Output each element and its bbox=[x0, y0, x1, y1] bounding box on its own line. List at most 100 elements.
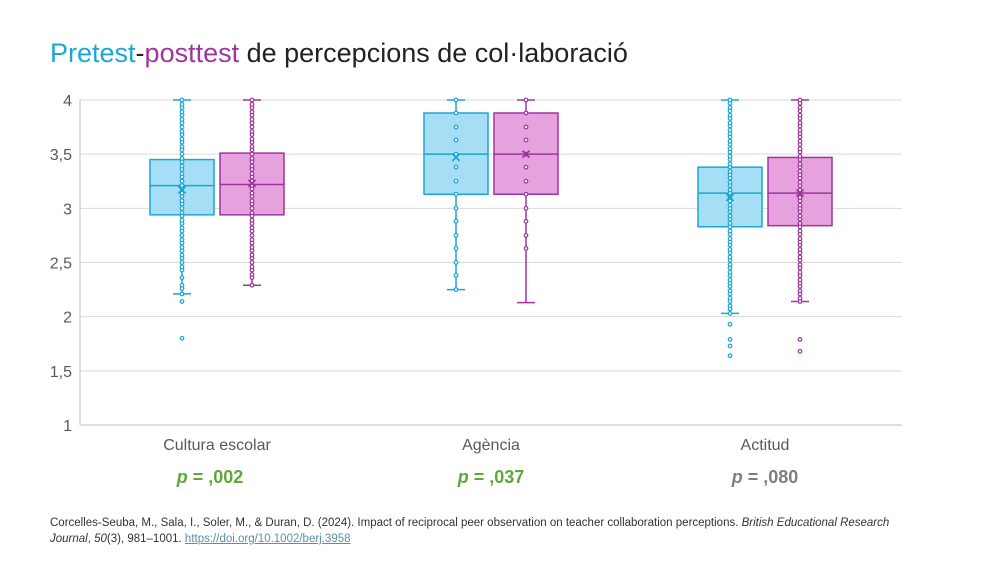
posttest-data-point bbox=[797, 202, 803, 208]
pretest-data-point bbox=[453, 233, 459, 238]
posttest-data-point bbox=[249, 205, 255, 211]
y-tick-label: 1,5 bbox=[50, 364, 72, 381]
pretest-data-point bbox=[179, 217, 185, 223]
posttest-data-point bbox=[797, 161, 803, 167]
pretest-data-point bbox=[453, 164, 459, 170]
posttest-data-point bbox=[797, 112, 803, 118]
pretest-data-point bbox=[179, 244, 185, 250]
pretest-data-point bbox=[179, 136, 185, 142]
pretest-data-point bbox=[453, 205, 459, 211]
posttest-data-point bbox=[249, 171, 255, 177]
x-category-label: Actitud bbox=[741, 437, 790, 454]
pretest-data-point bbox=[727, 254, 733, 260]
posttest-data-point bbox=[797, 127, 803, 133]
pretest-data-point bbox=[179, 101, 185, 107]
pretest-data-point bbox=[727, 153, 733, 159]
pretest-data-point bbox=[179, 124, 185, 130]
pretest-data-point bbox=[727, 146, 733, 152]
pretest-data-point bbox=[453, 260, 459, 265]
posttest-data-point bbox=[797, 348, 803, 354]
pretest-data-point bbox=[727, 112, 733, 118]
posttest-data-point bbox=[249, 260, 255, 265]
pretest-data-point bbox=[179, 109, 185, 115]
posttest-data-point bbox=[249, 156, 255, 161]
posttest-data-point bbox=[249, 210, 255, 216]
posttest-data-point bbox=[249, 144, 255, 149]
posttest-data-point bbox=[523, 97, 529, 103]
pretest-data-point bbox=[179, 205, 185, 211]
citation-doi-link[interactable]: https://doi.org/10.1002/berj.3958 bbox=[184, 533, 351, 545]
posttest-data-point bbox=[797, 146, 803, 152]
citation-text: Corcelles-Seuba, M., Sala, I., Soler, M.… bbox=[50, 517, 742, 529]
posttest-data-point bbox=[797, 221, 803, 226]
posttest-data-point bbox=[797, 262, 803, 268]
pretest-data-point bbox=[727, 221, 733, 226]
title-pretest: Pretest bbox=[50, 38, 136, 68]
y-tick-label: 2,5 bbox=[50, 256, 72, 273]
posttest-data-point bbox=[797, 105, 803, 110]
p-value-cultura-escolar: p = ,002 bbox=[177, 467, 244, 488]
pretest-data-point bbox=[179, 335, 185, 341]
y-tick-label: 4 bbox=[63, 93, 72, 110]
y-tick-label: 3 bbox=[63, 201, 72, 218]
posttest-mean-marker bbox=[247, 179, 257, 188]
pretest-data-point bbox=[453, 124, 459, 130]
p-value-text: = ,037 bbox=[468, 467, 525, 487]
posttest-data-point bbox=[797, 120, 803, 126]
pretest-data-point bbox=[179, 129, 185, 134]
posttest-data-point bbox=[249, 282, 255, 288]
x-category-label: Cultura escolar bbox=[163, 437, 271, 454]
y-tick-label: 3,5 bbox=[50, 147, 72, 164]
posttest-data-point bbox=[523, 205, 529, 211]
pretest-data-point bbox=[179, 264, 185, 270]
pretest-data-point bbox=[179, 233, 185, 238]
pretest-data-point bbox=[179, 299, 185, 304]
posttest-data-point bbox=[249, 237, 255, 243]
pretest-data-point bbox=[179, 178, 185, 184]
posttest-mean-marker bbox=[795, 189, 805, 198]
title-posttest: posttest bbox=[144, 38, 240, 68]
posttest-data-point bbox=[249, 190, 255, 196]
p-symbol: p bbox=[731, 467, 743, 487]
posttest-data-point bbox=[797, 295, 803, 301]
pretest-data-point bbox=[727, 262, 733, 268]
pretest-data-point bbox=[179, 156, 185, 161]
pretest-data-point bbox=[727, 343, 733, 349]
posttest-data-point bbox=[249, 217, 255, 223]
posttest-data-point bbox=[797, 187, 803, 193]
citation-volume: 50 bbox=[94, 533, 107, 545]
posttest-data-point bbox=[523, 110, 529, 116]
posttest-data-point bbox=[797, 288, 803, 294]
pretest-mean-marker bbox=[725, 193, 735, 202]
boxplot-chart: 1 1,5 2 2,5 3 3,5 4 Cultura escolar Agència Actit… bbox=[50, 93, 902, 454]
posttest-data-point bbox=[797, 138, 803, 144]
posttest-data-point bbox=[249, 198, 255, 204]
p-value-text: = ,080 bbox=[742, 467, 799, 487]
posttest-data-point bbox=[249, 97, 255, 103]
posttest-data-point bbox=[523, 233, 529, 238]
pretest-data-point bbox=[727, 353, 733, 359]
pretest-data-point bbox=[727, 120, 733, 126]
posttest-data-point bbox=[249, 109, 255, 115]
posttest-data-point bbox=[249, 124, 255, 130]
pretest-data-point bbox=[727, 97, 733, 103]
p-symbol: p bbox=[457, 467, 469, 487]
posttest-data-point bbox=[797, 195, 803, 200]
posttest-data-point bbox=[523, 191, 529, 197]
pretest-data-point bbox=[179, 291, 185, 297]
pretest-data-point bbox=[453, 273, 459, 278]
posttest-data-point bbox=[797, 236, 803, 242]
pretest-data-point bbox=[727, 311, 733, 316]
pretest-data-point bbox=[727, 228, 733, 234]
posttest-data-point bbox=[249, 272, 255, 277]
pretest-data-point bbox=[453, 287, 459, 292]
posttest-data-point bbox=[797, 228, 803, 234]
posttest-data-point bbox=[523, 124, 529, 130]
p-symbol: p bbox=[176, 467, 188, 487]
pretest-data-point bbox=[179, 260, 185, 265]
pretest-mean-marker bbox=[451, 153, 461, 162]
pretest-data-point bbox=[179, 171, 185, 177]
pretest-data-point bbox=[179, 163, 185, 169]
posttest-data-point bbox=[523, 218, 529, 224]
pretest-data-point bbox=[727, 202, 733, 208]
